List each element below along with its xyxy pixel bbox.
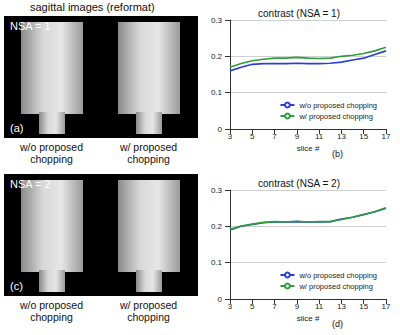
svg-text:0: 0 [218, 295, 223, 304]
html-text:w/ proposed: w/ proposed [119, 299, 178, 311]
svg-text:5: 5 [250, 132, 255, 141]
svg-text:3: 3 [228, 302, 233, 311]
html-text:chopping: chopping [30, 311, 73, 323]
svg-text:slice #: slice # [297, 144, 320, 153]
svg-text:(d): (d) [332, 319, 343, 329]
svg-text:(a): (a) [10, 122, 23, 134]
html-text:chopping: chopping [127, 153, 170, 165]
svg-text:NSA = 2: NSA = 2 [10, 178, 51, 190]
svg-text:contrast (NSA = 1): contrast (NSA = 1) [258, 8, 340, 19]
svg-text:17: 17 [382, 302, 391, 311]
svg-text:0.1: 0.1 [211, 88, 223, 97]
svg-text:17: 17 [382, 132, 391, 141]
svg-text:w/o proposed chopping: w/o proposed chopping [298, 101, 377, 110]
svg-text:(b): (b) [332, 149, 343, 159]
svg-text:0.3: 0.3 [211, 16, 223, 25]
html-text:chopping: chopping [127, 311, 170, 323]
svg-text:13: 13 [337, 132, 346, 141]
svg-text:0.2: 0.2 [211, 222, 223, 231]
svg-text:11: 11 [315, 132, 324, 141]
html-text:w/o proposed: w/o proposed [20, 141, 83, 153]
svg-text:13: 13 [337, 302, 346, 311]
html-text:w/o proposed: w/o proposed [20, 299, 83, 311]
svg-text:slice #: slice # [297, 314, 320, 323]
svg-text:9: 9 [295, 302, 300, 311]
svg-text:w/o proposed chopping: w/o proposed chopping [298, 271, 377, 280]
svg-text:15: 15 [359, 132, 368, 141]
html-text:chopping: chopping [30, 153, 73, 165]
svg-text:0.2: 0.2 [211, 52, 223, 61]
svg-text:0.1: 0.1 [211, 258, 223, 267]
svg-text:7: 7 [272, 302, 277, 311]
svg-text:15: 15 [359, 302, 368, 311]
svg-text:contrast (NSA = 2): contrast (NSA = 2) [258, 178, 340, 189]
svg-text:w/ proposed chopping: w/ proposed chopping [298, 112, 372, 121]
svg-text:9: 9 [295, 132, 300, 141]
html-text:sagittal images (reformat): sagittal images (reformat) [30, 1, 155, 13]
svg-text:7: 7 [272, 132, 277, 141]
svg-text:0.3: 0.3 [211, 186, 223, 195]
svg-text:(c): (c) [10, 280, 23, 292]
svg-text:NSA = 1: NSA = 1 [10, 20, 51, 32]
svg-text:0: 0 [218, 125, 223, 134]
svg-text:5: 5 [250, 302, 255, 311]
svg-text:11: 11 [315, 302, 324, 311]
html-text:w/ proposed: w/ proposed [119, 141, 178, 153]
svg-text:w/ proposed chopping: w/ proposed chopping [298, 282, 372, 291]
svg-text:3: 3 [228, 132, 233, 141]
